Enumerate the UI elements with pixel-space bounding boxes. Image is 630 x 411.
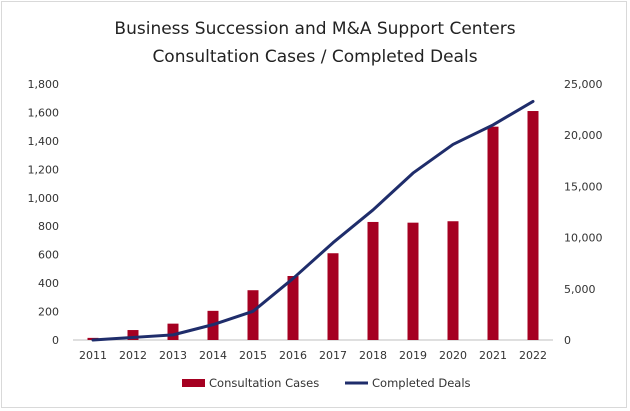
left-axis-tick-label: 600 (38, 249, 59, 262)
legend-label-completed-deals: Completed Deals (372, 376, 471, 390)
legend-label-consultation-cases: Consultation Cases (209, 376, 319, 390)
left-axis-tick-label: 1,200 (28, 163, 60, 176)
bar-consultation-cases (247, 290, 259, 340)
bar-consultation-cases (407, 222, 419, 340)
x-axis-tick-label: 2021 (479, 349, 507, 362)
left-axis-tick-label: 800 (38, 220, 59, 233)
x-axis-tick-label: 2020 (439, 349, 467, 362)
left-axis-tick-label: 1,800 (28, 78, 60, 91)
bar-consultation-cases (127, 330, 139, 340)
axes-group: 0 200 400 600 800 1,000 1,200 1,400 1,600 1,800 0 5… (28, 78, 603, 362)
x-axis-tick-label: 2018 (359, 349, 387, 362)
bar-consultation-cases (327, 253, 339, 340)
x-axis-tick-label: 2022 (519, 349, 547, 362)
left-axis-tick-label: 0 (52, 334, 59, 347)
x-axis-tick-label: 2016 (279, 349, 307, 362)
right-axis-tick-label: 10,000 (564, 232, 603, 245)
legend-swatch-consultation-cases (182, 379, 205, 387)
left-axis-tick-label: 200 (38, 306, 59, 319)
x-axis-tick-label: 2011 (79, 349, 107, 362)
x-axis-tick-label: 2015 (239, 349, 267, 362)
x-axis-tick-label: 2017 (319, 349, 347, 362)
chart-title-line-1: Business Succession and M&A Support Cent… (114, 19, 516, 39)
bar-consultation-cases (367, 221, 379, 340)
bar-consultation-cases (527, 111, 539, 341)
left-axis-tick-label: 400 (38, 277, 59, 290)
bar-consultation-cases (487, 126, 499, 341)
line-group (91, 99, 535, 342)
left-axis-tick-label: 1,400 (28, 135, 60, 148)
left-axis-tick-label: 1,600 (28, 106, 60, 119)
right-axis-tick-label: 5,000 (564, 283, 596, 296)
left-axis-tick-label: 1,000 (28, 192, 60, 205)
bar-consultation-cases (167, 323, 179, 340)
x-axis-tick-label: 2014 (199, 349, 227, 362)
right-axis-tick-label: 20,000 (564, 129, 603, 142)
bar-consultation-cases (287, 276, 299, 340)
bars-group (87, 111, 539, 341)
right-axis-tick-label: 25,000 (564, 78, 603, 91)
line-completed-deals (91, 99, 535, 342)
x-axis-tick-label: 2019 (399, 349, 427, 362)
right-axis-tick-label: 15,000 (564, 180, 603, 193)
chart-title-line-2: Consultation Cases / Completed Deals (152, 47, 478, 67)
right-axis-tick-label: 0 (564, 334, 571, 347)
x-axis-tick-label: 2012 (119, 349, 147, 362)
legend-group: Consultation Cases Completed Deals (182, 376, 471, 390)
bar-consultation-cases (447, 221, 459, 340)
x-axis-tick-label: 2013 (159, 349, 187, 362)
